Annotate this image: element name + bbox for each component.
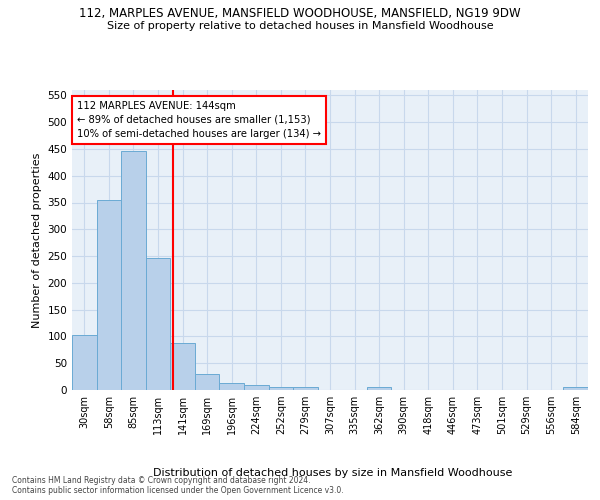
Text: Contains HM Land Registry data © Crown copyright and database right 2024.
Contai: Contains HM Land Registry data © Crown c… <box>12 476 344 495</box>
Text: 112, MARPLES AVENUE, MANSFIELD WOODHOUSE, MANSFIELD, NG19 9DW: 112, MARPLES AVENUE, MANSFIELD WOODHOUSE… <box>79 8 521 20</box>
Text: Size of property relative to detached houses in Mansfield Woodhouse: Size of property relative to detached ho… <box>107 21 493 31</box>
Bar <box>195 374 220 390</box>
Bar <box>293 388 318 390</box>
Bar <box>244 385 269 390</box>
Bar <box>563 388 588 390</box>
Bar <box>220 383 244 390</box>
Text: Distribution of detached houses by size in Mansfield Woodhouse: Distribution of detached houses by size … <box>154 468 512 477</box>
Bar <box>72 335 97 390</box>
Text: 112 MARPLES AVENUE: 144sqm
← 89% of detached houses are smaller (1,153)
10% of s: 112 MARPLES AVENUE: 144sqm ← 89% of deta… <box>77 100 321 138</box>
Bar <box>170 343 195 390</box>
Bar <box>121 150 146 390</box>
Bar <box>97 200 121 390</box>
Bar <box>269 388 293 390</box>
Y-axis label: Number of detached properties: Number of detached properties <box>32 152 42 328</box>
Bar <box>367 388 391 390</box>
Bar <box>146 258 170 390</box>
